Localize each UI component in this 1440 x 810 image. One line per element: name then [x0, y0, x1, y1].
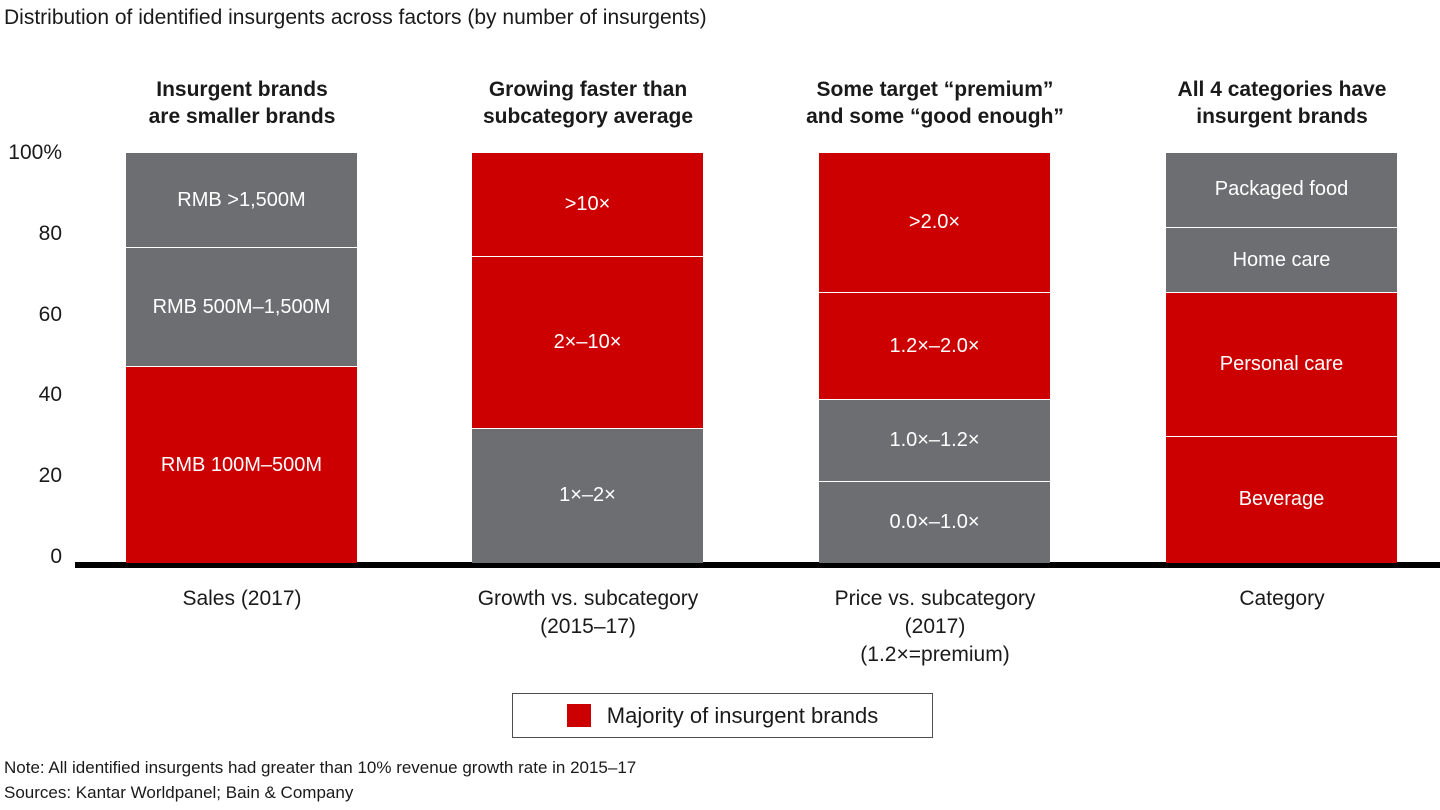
x-axis-baseline: [75, 562, 1440, 568]
x-axis-label: Sales (2017): [62, 585, 422, 613]
bar-segment: 1.2×–2.0×: [819, 292, 1050, 399]
bar-segment-label: 0.0×–1.0×: [889, 510, 980, 533]
bar-segment: Beverage: [1166, 435, 1397, 563]
y-axis-tick-label: 20: [38, 464, 62, 487]
bar-segment-label: Beverage: [1238, 488, 1325, 511]
column-header: Insurgent brands are smaller brands: [62, 76, 422, 130]
x-axis-label-line: Growth vs. subcategory: [477, 587, 699, 610]
bar-segment: RMB 100M–500M: [126, 366, 357, 563]
x-axis-label: Price vs. subcategory (2017) (1.2×=premium…: [755, 585, 1115, 669]
sources-text: Sources: Kantar Worldpanel; Bain & Compa…: [4, 783, 354, 802]
bar-segment: Personal care: [1166, 292, 1397, 436]
y-axis-tick-label: 0: [50, 545, 62, 568]
bar-segment-label: 1×–2×: [559, 484, 616, 507]
column-header-line: insurgent brands: [1196, 105, 1368, 128]
bar-segment-label: >10×: [564, 192, 611, 215]
bar-segment: >10×: [472, 153, 703, 256]
column-header-line: All 4 categories have: [1177, 78, 1387, 101]
y-axis-tick-label: 80: [38, 222, 62, 245]
bar-segment-label: 1.0×–1.2×: [889, 428, 980, 451]
column-header-line: are smaller brands: [148, 105, 336, 128]
note-text: Note: All identified insurgents had grea…: [4, 758, 637, 777]
x-axis-label: Category: [1102, 585, 1440, 613]
bar-segment: 0.0×–1.0×: [819, 480, 1050, 563]
column-header-line: Insurgent brands: [156, 78, 328, 101]
x-axis-label-line: Category: [1239, 587, 1325, 610]
x-axis-label-line: (2015–17): [540, 615, 636, 638]
x-axis-label-line: (1.2×=premium): [860, 643, 1010, 666]
stacked-bar: >10× 2×–10× 1×–2×: [472, 153, 703, 563]
column-header: All 4 categories have insurgent brands: [1102, 76, 1440, 130]
bar-segment-label: Packaged food: [1214, 178, 1349, 201]
bar-segment-label: Home care: [1232, 248, 1331, 271]
bar-segment: Packaged food: [1166, 153, 1397, 227]
legend-box: Majority of insurgent brands: [512, 693, 933, 738]
bar-segment: 1×–2×: [472, 427, 703, 563]
chart-title: Distribution of identified insurgents ac…: [4, 6, 707, 29]
legend-label: Majority of insurgent brands: [606, 702, 879, 728]
x-axis-label-line: Sales (2017): [182, 587, 302, 610]
bar-segment: 2×–10×: [472, 255, 703, 428]
bar-segment: 1.0×–1.2×: [819, 398, 1050, 481]
bar-segment-label: >2.0×: [908, 211, 961, 234]
column-header-line: Growing faster than: [488, 78, 688, 101]
column-header-line: Some target “premium”: [816, 78, 1054, 101]
stacked-bar: Packaged food Home care Personal care Bever…: [1166, 153, 1397, 563]
bar-segment: >2.0×: [819, 153, 1050, 293]
column-header: Growing faster than subcategory average: [408, 76, 768, 130]
y-axis-tick-label: 40: [38, 383, 62, 406]
bar-segment: RMB 500M–1,500M: [126, 247, 357, 367]
legend-swatch: [566, 704, 591, 727]
bar-segment-label: RMB 500M–1,500M: [152, 295, 331, 318]
bar-segment-label: 1.2×–2.0×: [889, 334, 980, 357]
bar-segment-label: RMB 100M–500M: [160, 453, 323, 476]
column-header-line: subcategory average: [482, 105, 694, 128]
y-axis-tick-label: 60: [38, 303, 62, 326]
x-axis-label: Growth vs. subcategory (2015–17): [408, 585, 768, 641]
y-axis-tick-label: 100%: [8, 141, 62, 164]
x-axis-label-line: Price vs. subcategory: [834, 587, 1036, 610]
bar-segment-label: 2×–10×: [553, 330, 622, 353]
bar-segment-label: RMB >1,500M: [177, 188, 306, 211]
column-header-line: and some “good enough”: [806, 105, 1064, 128]
stacked-bar: >2.0× 1.2×–2.0× 1.0×–1.2× 0.0×–1.0×: [819, 153, 1050, 563]
stacked-bar: RMB >1,500M RMB 500M–1,500M RMB 100M–500M: [126, 153, 357, 563]
bar-segment: RMB >1,500M: [126, 153, 357, 248]
x-axis-label-line: (2017): [904, 615, 966, 638]
column-header: Some target “premium” and some “good enou…: [755, 76, 1115, 130]
bar-segment-label: Personal care: [1219, 353, 1344, 376]
bar-segment: Home care: [1166, 226, 1397, 293]
